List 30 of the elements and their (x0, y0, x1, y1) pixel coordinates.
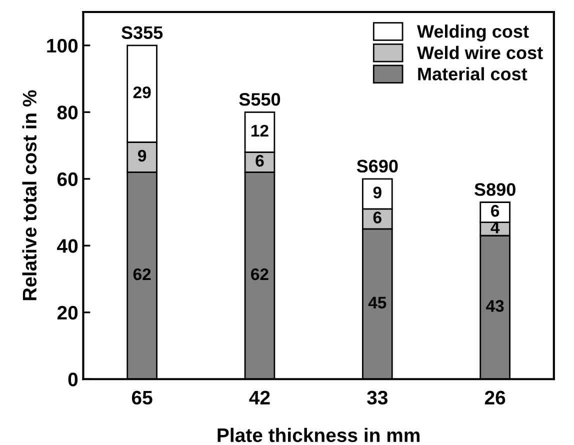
annotation: S690 (356, 160, 398, 173)
data-label: 9 (138, 150, 146, 162)
y-tick-label: 0 (68, 372, 78, 386)
y-tick-label: 100 (47, 38, 78, 53)
data-label: 6 (256, 154, 264, 167)
data-label: 6 (373, 212, 382, 224)
data-label: 29 (133, 86, 151, 98)
x-tick-label: 33 (367, 390, 388, 405)
data-label: 9 (373, 186, 382, 198)
legend-label: Material cost (418, 67, 528, 80)
legend-label: Welding cost (417, 24, 529, 42)
annotation: S550 (239, 93, 280, 106)
x-tick-label: 26 (484, 390, 506, 405)
y-tick-label: 40 (57, 239, 78, 253)
annotation: S890 (474, 183, 516, 196)
data-label: 6 (491, 204, 500, 217)
data-label: 62 (251, 268, 268, 280)
x-tick-label: 42 (249, 390, 270, 404)
data-label: 62 (133, 268, 151, 280)
data-label: 45 (368, 296, 386, 309)
y-tick-label: 60 (57, 172, 78, 186)
annotation: S355 (122, 26, 163, 40)
y-axis-title: Relative total cost in % (22, 90, 37, 300)
y-tick-label: 20 (57, 306, 78, 320)
data-label: 12 (252, 124, 268, 136)
x-tick-label: 65 (132, 390, 152, 405)
x-axis-title: Plate thickness in mm (218, 428, 420, 442)
data-label: 43 (486, 300, 504, 312)
legend-label: Weld wire cost (417, 46, 543, 60)
y-tick-label: 80 (57, 106, 78, 120)
